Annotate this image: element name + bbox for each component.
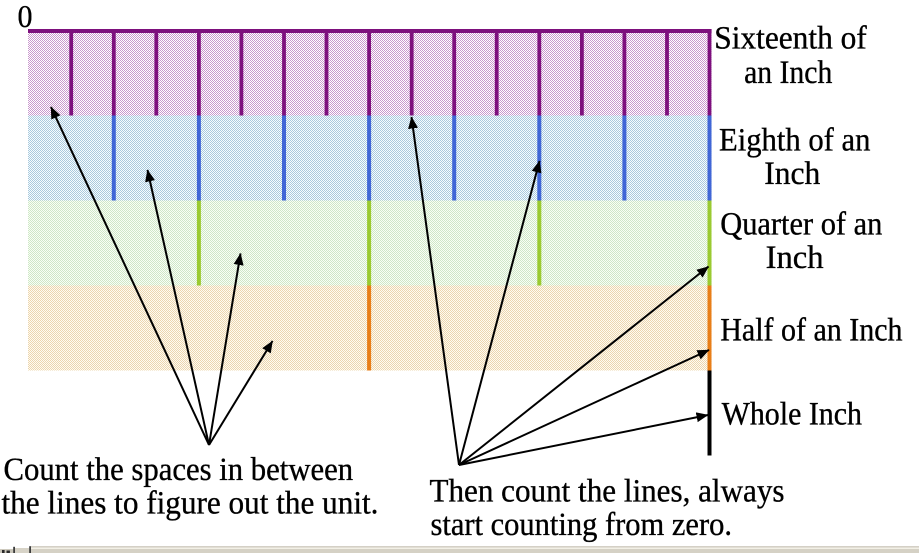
svg-text:Inch: Inch — [764, 156, 820, 192]
svg-text:Quarter of an: Quarter of an — [720, 207, 882, 243]
svg-text:the lines to figure out the un: the lines to figure out the unit. — [2, 486, 379, 522]
svg-text:Sixteenth of: Sixteenth of — [714, 20, 867, 56]
svg-text:Whole Inch: Whole Inch — [722, 397, 863, 433]
svg-text:start counting from zero.: start counting from zero. — [431, 507, 733, 543]
svg-text:an Inch: an Inch — [744, 55, 833, 91]
svg-text:0: 0 — [18, 0, 33, 34]
svg-text:Count the spaces in between: Count the spaces in between — [4, 452, 354, 488]
svg-text:Half of an Inch: Half of an Inch — [720, 313, 903, 349]
svg-text:Inch: Inch — [766, 240, 824, 276]
svg-text:Then count the lines, always: Then count the lines, always — [430, 473, 785, 509]
svg-text:Eighth of an: Eighth of an — [719, 123, 870, 159]
